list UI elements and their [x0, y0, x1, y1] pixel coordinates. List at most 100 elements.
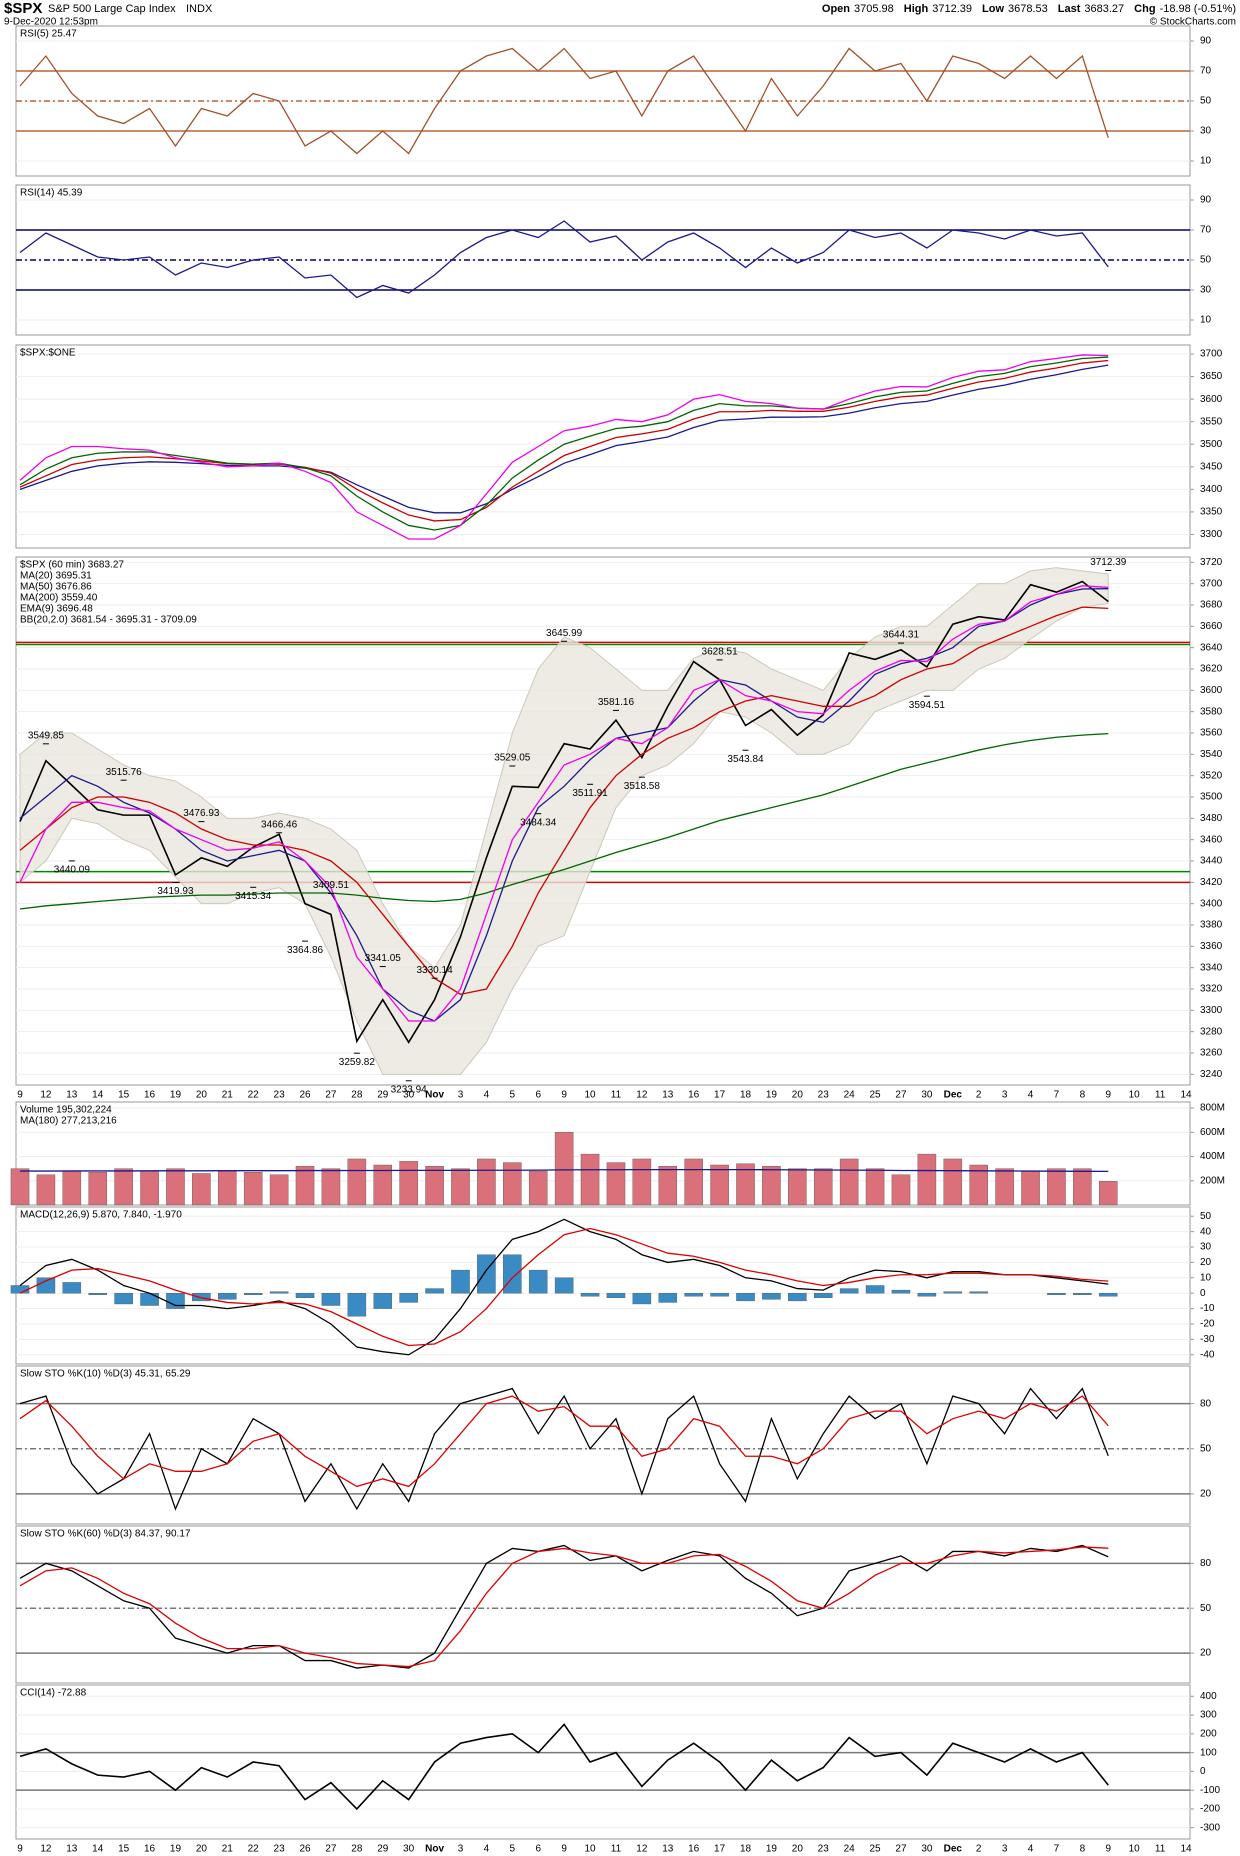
bar — [710, 1292, 729, 1297]
price-label: 3549.85 — [28, 730, 65, 741]
x-tick-label: 16 — [688, 1844, 700, 1855]
y-tick-label: 80 — [1200, 1558, 1212, 1569]
x-tick-label: 10 — [584, 1090, 596, 1101]
y-tick-label: 50 — [1200, 1211, 1212, 1222]
y-tick-label: 3650 — [1200, 371, 1223, 382]
y-tick-label: 90 — [1200, 36, 1212, 47]
x-tick-label: 9 — [17, 1090, 23, 1101]
symbol: $SPX — [4, 0, 42, 17]
index-name: S&P 500 Large Cap Index — [48, 3, 176, 15]
x-tick-label: 26 — [299, 1844, 311, 1855]
series-line — [19, 732, 1109, 910]
y-tick-label: 3700 — [1200, 578, 1223, 589]
x-tick-label: 28 — [351, 1090, 363, 1101]
x-tick-label: 19 — [766, 1090, 778, 1101]
x-tick-label: 27 — [325, 1090, 337, 1101]
series-line — [20, 1168, 1109, 1173]
x-tick-label: 23 — [274, 1844, 286, 1855]
legend-entry: RSI(14) 45.39 — [20, 188, 83, 199]
price-label: 3409.51 — [313, 880, 350, 891]
bar — [839, 1288, 859, 1294]
y-tick-label: 30 — [1200, 126, 1212, 137]
bar — [658, 1166, 678, 1206]
x-tick-label: 27 — [325, 1844, 337, 1855]
legend-entry: MACD(12,26,9) 5.870, 7.840, -1.970 — [20, 1210, 182, 1221]
bar — [451, 1269, 470, 1294]
bar — [891, 1174, 911, 1206]
bar — [192, 1173, 211, 1206]
panel-frame — [15, 1525, 1191, 1684]
bar — [606, 1162, 626, 1206]
quote-label: Low — [982, 3, 1004, 15]
price-label: 3518.58 — [624, 781, 661, 792]
legend-entry: $SPX:$ONE — [20, 348, 76, 359]
bar — [917, 1153, 937, 1206]
x-tick-label: 23 — [818, 1844, 830, 1855]
bar — [503, 1162, 522, 1206]
x-tick-label: 7 — [1054, 1090, 1060, 1101]
bar — [373, 1164, 393, 1206]
series-line — [19, 220, 1109, 299]
x-tick-label: 3 — [458, 1844, 464, 1855]
bar — [580, 1153, 600, 1206]
x-tick-label: 23 — [818, 1090, 830, 1101]
bar — [451, 1168, 470, 1206]
price-label: 3628.51 — [702, 647, 739, 658]
x-tick-label: 30 — [403, 1090, 415, 1101]
bar — [321, 1292, 341, 1306]
bar — [917, 1292, 937, 1297]
legend-entry: Volume 195,302,224 — [20, 1105, 112, 1116]
x-tick-label: 6 — [535, 1090, 541, 1101]
bar — [399, 1161, 418, 1206]
x-tick-label: Dec — [944, 1090, 963, 1101]
bar — [295, 1166, 315, 1206]
x-tick-label: 13 — [662, 1844, 674, 1855]
x-tick-label: 24 — [844, 1090, 856, 1101]
price-label: 3364.86 — [287, 945, 324, 956]
price-label: 3341.05 — [365, 953, 402, 964]
x-tick-label: 4 — [484, 1090, 490, 1101]
price-label: 3529.05 — [494, 753, 531, 764]
y-tick-label: 3600 — [1200, 685, 1223, 696]
y-tick-label: -40 — [1200, 1349, 1215, 1360]
bar — [632, 1158, 652, 1206]
y-tick-label: 3380 — [1200, 920, 1223, 931]
quote-value: 3678.53 — [1008, 3, 1048, 15]
x-tick-label: 20 — [792, 1090, 804, 1101]
x-tick-label: 14 — [92, 1844, 104, 1855]
bar — [321, 1168, 341, 1206]
bar — [218, 1292, 237, 1300]
bar — [839, 1158, 859, 1206]
x-tick-label: 4 — [1028, 1844, 1034, 1855]
bar — [580, 1292, 600, 1297]
x-tick-label: 12 — [636, 1090, 648, 1101]
x-tick-label: 29 — [377, 1090, 389, 1101]
y-tick-label: -100 — [1200, 1785, 1220, 1796]
y-tick-label: -300 — [1200, 1822, 1220, 1833]
bar — [62, 1170, 82, 1206]
bollinger-band — [19, 567, 1109, 1075]
x-tick-label: 17 — [714, 1844, 726, 1855]
bar — [1073, 1168, 1092, 1206]
x-tick-label: 19 — [766, 1844, 778, 1855]
x-tick-label: 23 — [274, 1090, 286, 1101]
y-tick-label: 3440 — [1200, 856, 1223, 867]
y-tick-label: 3560 — [1200, 728, 1223, 739]
quote-label: Last — [1058, 3, 1081, 15]
series-line — [19, 364, 1109, 514]
x-tick-label: 26 — [299, 1090, 311, 1101]
legend-entry: Slow STO %K(60) %D(3) 84.37, 90.17 — [20, 1529, 191, 1540]
x-tick-label: 11 — [611, 1844, 622, 1855]
y-tick-label: 800M — [1200, 1103, 1225, 1114]
x-tick-label: 29 — [377, 1844, 389, 1855]
x-tick-label: 18 — [740, 1090, 752, 1101]
x-tick-label: 15 — [118, 1090, 130, 1101]
bar — [425, 1288, 444, 1294]
y-tick-label: 3700 — [1200, 349, 1223, 360]
x-tick-label: 9 — [1105, 1844, 1111, 1855]
x-tick-label: 13 — [66, 1844, 78, 1855]
y-tick-label: 3720 — [1200, 557, 1223, 568]
bar — [1073, 1292, 1092, 1295]
bar — [813, 1292, 833, 1299]
y-tick-label: 3350 — [1200, 507, 1223, 518]
